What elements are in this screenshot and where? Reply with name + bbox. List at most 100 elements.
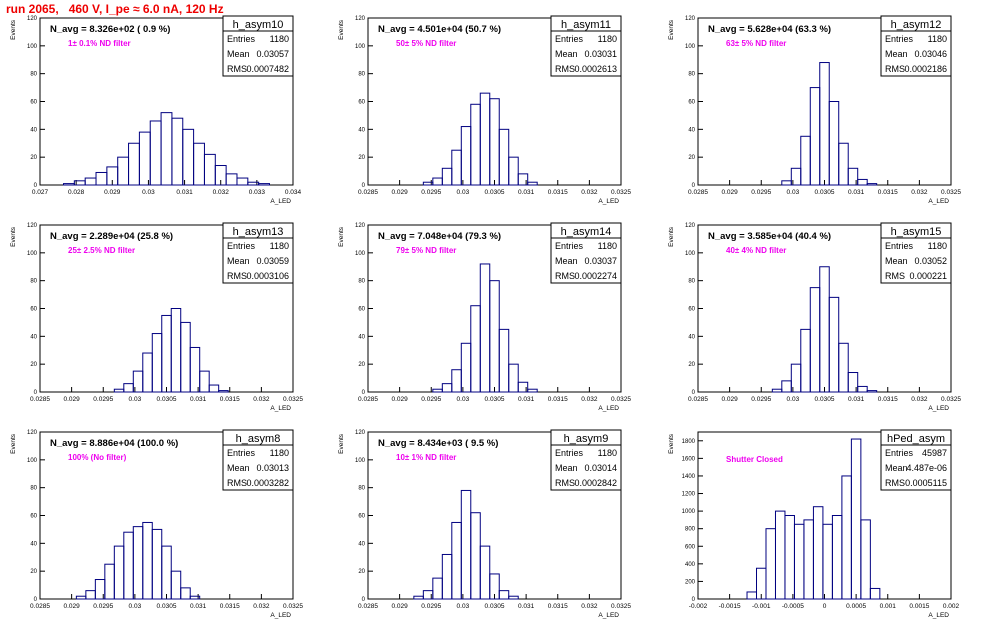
x-tick-label: 0.03 bbox=[129, 603, 142, 610]
stats-value: 1180 bbox=[270, 448, 289, 458]
stats-label: Mean bbox=[885, 463, 908, 473]
stats-value: 0.03014 bbox=[584, 463, 617, 473]
x-tick-label: 0 bbox=[823, 603, 827, 610]
y-tick-label: 1000 bbox=[682, 509, 696, 515]
x-tick-label: 0.03 bbox=[129, 396, 142, 403]
stats-label: Entries bbox=[555, 448, 584, 458]
stats-label: Mean bbox=[227, 256, 250, 266]
y-tick-label: 800 bbox=[685, 527, 696, 533]
histogram-bin bbox=[517, 381, 529, 393]
y-axis-label: Events bbox=[668, 226, 675, 247]
y-tick-label: 100 bbox=[355, 251, 366, 257]
y-tick-label: 100 bbox=[685, 251, 696, 257]
histogram-bin bbox=[847, 372, 859, 393]
y-tick-label: 100 bbox=[355, 458, 366, 464]
histogram-bin bbox=[809, 287, 821, 393]
stats-value: 0.0005115 bbox=[905, 478, 947, 488]
x-tick-label: 0.0315 bbox=[220, 396, 240, 403]
histogram-bin bbox=[828, 101, 840, 186]
x-tick-label: 0.028 bbox=[68, 189, 85, 196]
stats-label: RMS bbox=[885, 478, 905, 488]
histogram-bin bbox=[258, 183, 271, 186]
panel-title: N_avg = 8.326e+02 ( 0.9 %) bbox=[50, 24, 170, 35]
histogram-name: h_asym11 bbox=[561, 19, 611, 31]
y-tick-label: 0 bbox=[362, 597, 366, 603]
stats-value: 0.0002613 bbox=[574, 64, 617, 74]
x-tick-label: 0.0295 bbox=[421, 603, 441, 610]
stats-box bbox=[550, 444, 622, 491]
stats-label: RMS bbox=[555, 478, 575, 488]
x-tick-label: 0.0305 bbox=[157, 396, 177, 403]
x-tick-label: 0.03 bbox=[787, 396, 800, 403]
x-tick-label: 0.0295 bbox=[421, 189, 441, 196]
y-axis-label: Events bbox=[10, 433, 17, 454]
histogram-bin bbox=[800, 135, 811, 186]
x-tick-label: 0.0305 bbox=[485, 396, 505, 403]
x-tick-label: 0.031 bbox=[848, 189, 865, 196]
x-tick-label: 0.032 bbox=[911, 396, 928, 403]
histogram-panel-h_asym12: 0.0285 0.029 0.0295 0.03 0.0305 0.031 0.0315 0.… bbox=[668, 15, 961, 205]
y-tick-label: 60 bbox=[30, 307, 37, 313]
histogram-bin bbox=[182, 128, 195, 186]
stats-box bbox=[222, 237, 294, 284]
y-tick-label: 60 bbox=[688, 100, 695, 106]
y-tick-label: 0 bbox=[362, 390, 366, 396]
histogram-bin bbox=[841, 475, 852, 600]
y-tick-label: 40 bbox=[30, 541, 37, 547]
x-tick-label: 0.034 bbox=[285, 189, 302, 196]
histogram-bin bbox=[812, 506, 824, 600]
stats-label: Entries bbox=[227, 448, 256, 458]
x-tick-label: 0.03 bbox=[787, 189, 800, 196]
histogram-bin bbox=[489, 98, 500, 186]
stats-label: RMS bbox=[885, 64, 905, 74]
y-tick-label: 60 bbox=[358, 307, 365, 313]
x-tick-label: 0.0285 bbox=[688, 189, 708, 196]
histogram-bin bbox=[161, 545, 172, 600]
stats-label: Entries bbox=[885, 241, 914, 251]
histogram-bin bbox=[171, 117, 184, 186]
panel-title: N_avg = 2.289e+04 (25.8 %) bbox=[50, 231, 173, 242]
x-tick-label: 0.0325 bbox=[611, 396, 631, 403]
histogram-name: h_asym9 bbox=[564, 433, 609, 445]
x-tick-label: 0.029 bbox=[391, 396, 408, 403]
x-tick-label: 0.032 bbox=[253, 603, 270, 610]
histogram-bin bbox=[170, 570, 182, 600]
histogram-bin bbox=[774, 510, 786, 600]
filter-note: Shutter Closed bbox=[726, 455, 783, 464]
x-axis-label: A_LED bbox=[270, 612, 291, 619]
histogram-bin bbox=[781, 380, 792, 393]
x-tick-label: 0.031 bbox=[190, 603, 207, 610]
histogram-name: h_asym10 bbox=[233, 19, 284, 31]
y-tick-label: 200 bbox=[685, 579, 696, 585]
histogram-panel-h_asym10: 0.027 0.028 0.029 0.03 0.031 0.032 0.033 0.034 0… bbox=[10, 15, 302, 205]
stats-label: RMS bbox=[555, 271, 575, 281]
histogram-bin bbox=[847, 167, 859, 186]
histogram-bin bbox=[451, 521, 462, 600]
histogram-bin bbox=[189, 595, 201, 600]
histogram-bin bbox=[819, 62, 830, 186]
x-tick-label: 0.031 bbox=[518, 396, 535, 403]
stats-value: 1180 bbox=[270, 241, 289, 251]
y-tick-label: 80 bbox=[688, 279, 695, 285]
histogram-bin bbox=[479, 92, 491, 186]
histogram-name: h_asym14 bbox=[561, 226, 612, 238]
stats-label: Entries bbox=[227, 34, 256, 44]
y-tick-label: 0 bbox=[34, 390, 38, 396]
x-tick-label: 0.0305 bbox=[485, 189, 505, 196]
histogram-bin bbox=[413, 595, 424, 600]
y-tick-label: 80 bbox=[358, 279, 365, 285]
histogram-bin bbox=[128, 142, 140, 186]
histogram-bin bbox=[470, 305, 481, 393]
x-tick-label: 0.03 bbox=[457, 396, 470, 403]
y-axis-label: Events bbox=[668, 433, 675, 454]
panel-title: N_avg = 7.048e+04 (79.3 %) bbox=[378, 231, 501, 242]
histogram-bin bbox=[151, 528, 163, 600]
histogram-bin bbox=[160, 112, 173, 186]
histogram-bin bbox=[527, 181, 538, 186]
y-tick-label: 20 bbox=[358, 155, 365, 161]
x-tick-label: 0.032 bbox=[213, 189, 230, 196]
histogram-panel-h_asym13: 0.0285 0.029 0.0295 0.03 0.0305 0.031 0.0315 0.… bbox=[10, 222, 303, 412]
y-tick-label: 20 bbox=[688, 362, 695, 368]
histogram-bin bbox=[460, 342, 472, 393]
y-tick-label: 120 bbox=[355, 16, 366, 22]
